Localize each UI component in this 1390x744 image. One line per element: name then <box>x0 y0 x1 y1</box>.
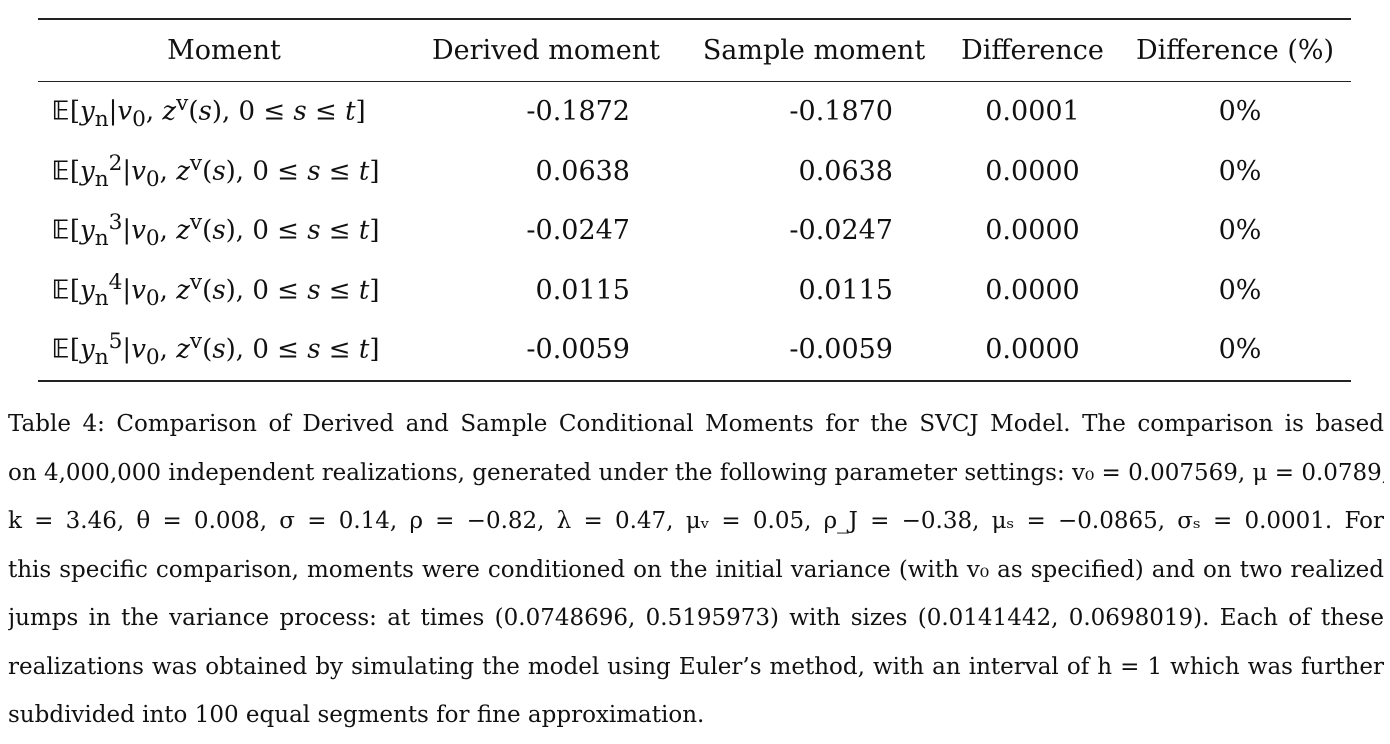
moment-cell: 𝔼[yn2|v0, zv(s), 0 ≤ s ≤ t] <box>52 150 380 192</box>
derived-moment-cell: -0.0247 <box>526 215 630 247</box>
header-sample-moment: Sample moment <box>702 35 926 66</box>
difference-pct-cell: 0% <box>1218 96 1262 128</box>
table-header-row: Moment Derived moment Sample moment Diff… <box>38 19 1351 82</box>
difference-pct-cell: 0% <box>1218 215 1262 247</box>
difference-pct-cell: 0% <box>1218 155 1262 187</box>
derived-moment-cell: -0.0059 <box>526 334 630 366</box>
difference-cell: 0.0001 <box>985 96 1080 128</box>
sample-moment-cell: -0.1870 <box>789 96 893 128</box>
sample-moment-cell: -0.0059 <box>789 334 893 366</box>
moment-cell: 𝔼[yn|v0, zv(s), 0 ≤ s ≤ t] <box>52 91 366 133</box>
sample-moment-cell: -0.0247 <box>789 215 893 247</box>
caption-line: this specific comparison, moments were c… <box>8 556 1384 583</box>
moments-table: Moment Derived moment Sample moment Diff… <box>38 18 1351 382</box>
caption-line: realizations was obtained by simulating … <box>8 653 1384 680</box>
header-difference-pct: Difference (%) <box>1135 35 1335 66</box>
table-caption: Table 4: Comparison of Derived and Sampl… <box>8 400 1384 740</box>
table-row: 𝔼[yn2|v0, zv(s), 0 ≤ s ≤ t] 0.0638 0.063… <box>38 142 1351 202</box>
difference-pct-cell: 0% <box>1218 334 1262 366</box>
moment-cell: 𝔼[yn4|v0, zv(s), 0 ≤ s ≤ t] <box>52 269 380 311</box>
table-row: 𝔼[yn|v0, zv(s), 0 ≤ s ≤ t] -0.1872 -0.18… <box>38 82 1351 142</box>
difference-cell: 0.0000 <box>985 334 1080 366</box>
moment-cell: 𝔼[yn5|v0, zv(s), 0 ≤ s ≤ t] <box>52 329 380 371</box>
difference-cell: 0.0000 <box>985 155 1080 187</box>
moments-table-container: Moment Derived moment Sample moment Diff… <box>38 18 1351 382</box>
derived-moment-cell: 0.0115 <box>535 274 630 306</box>
difference-cell: 0.0000 <box>985 215 1080 247</box>
header-derived-moment: Derived moment <box>432 35 660 66</box>
caption-line: k = 3.46, θ = 0.008, σ = 0.14, ρ = −0.82… <box>8 508 1384 534</box>
table-row: 𝔼[yn3|v0, zv(s), 0 ≤ s ≤ t] -0.0247 -0.0… <box>38 201 1351 261</box>
derived-moment-cell: -0.1872 <box>526 96 630 128</box>
caption-line: jumps in the variance process: at times … <box>8 605 1384 631</box>
table-row: 𝔼[yn4|v0, zv(s), 0 ≤ s ≤ t] 0.0115 0.011… <box>38 261 1351 321</box>
caption-line: subdivided into 100 equal segments for f… <box>8 702 705 728</box>
difference-cell: 0.0000 <box>985 274 1080 306</box>
difference-pct-cell: 0% <box>1218 274 1262 306</box>
sample-moment-cell: 0.0638 <box>798 155 893 187</box>
sample-moment-cell: 0.0115 <box>798 274 893 306</box>
header-moment: Moment <box>167 35 281 66</box>
derived-moment-cell: 0.0638 <box>535 155 630 187</box>
caption-line: Table 4: Comparison of Derived and Sampl… <box>8 411 1384 437</box>
table-row: 𝔼[yn5|v0, zv(s), 0 ≤ s ≤ t] -0.0059 -0.0… <box>38 320 1351 381</box>
caption-line: on 4,000,000 independent realizations, g… <box>8 459 1384 486</box>
moment-cell: 𝔼[yn3|v0, zv(s), 0 ≤ s ≤ t] <box>52 210 380 252</box>
header-difference: Difference <box>961 35 1104 66</box>
